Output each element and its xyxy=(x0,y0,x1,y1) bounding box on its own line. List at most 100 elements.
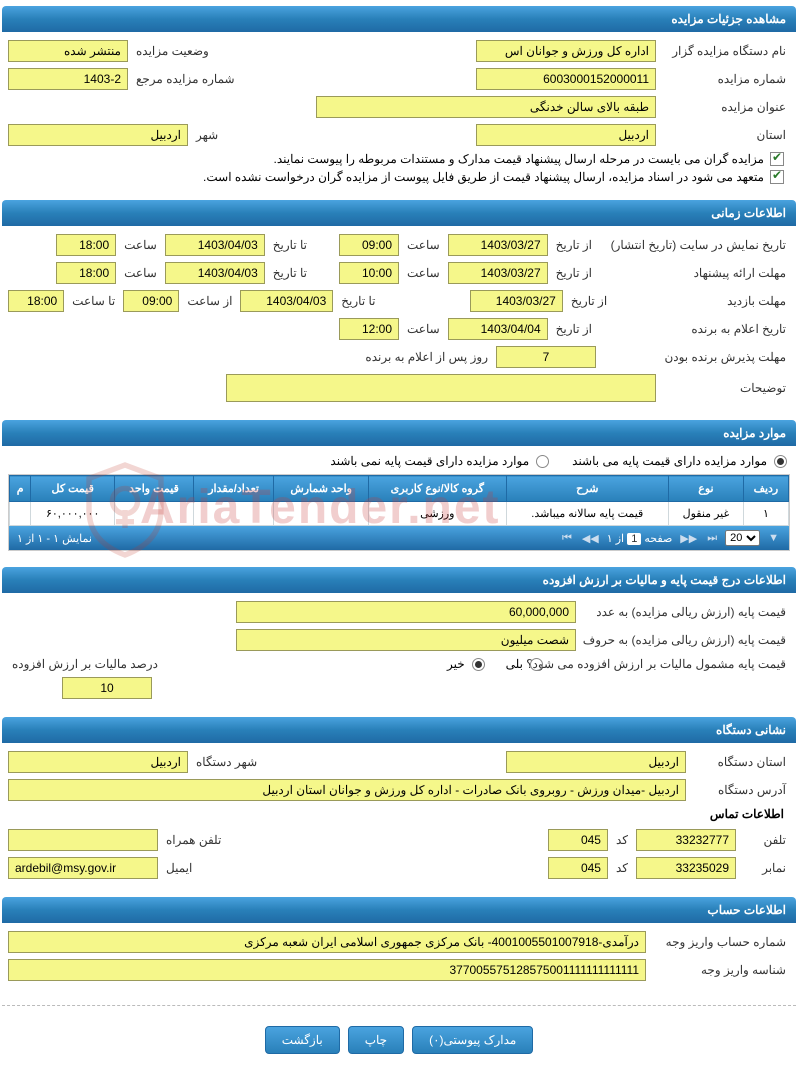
radio-has-base[interactable] xyxy=(774,455,787,468)
section-header-time: اطلاعات زمانی xyxy=(2,200,796,226)
radio-no-base-label: موارد مزایده دارای قیمت پایه نمی باشند xyxy=(330,454,529,468)
visit-to-date: 1403/04/03 xyxy=(240,290,333,312)
vat-pct-field: 10 xyxy=(62,677,152,699)
pager-pagesize-select[interactable]: 20 xyxy=(725,530,760,546)
org-city-field: اردبیل xyxy=(8,751,188,773)
org-province-field: اردبیل xyxy=(506,751,686,773)
grid-col-header: شرح xyxy=(506,476,669,502)
announce-date: 1403/04/04 xyxy=(448,318,548,340)
pager-page-input[interactable]: 1 xyxy=(627,533,641,545)
from-date-label: از تاریخ xyxy=(552,238,596,252)
org-address-field: اردبیل -میدان ورزش - روبروی بانک صادرات … xyxy=(8,779,686,801)
visit-to-time: 18:00 xyxy=(8,290,64,312)
grid-col-header: تعداد/مقدار xyxy=(193,476,273,502)
ref-field: 1403-2 xyxy=(8,68,128,90)
section-body-account: شماره حساب واریز وجه درآمدی-400100550100… xyxy=(2,923,796,995)
pager-last-icon[interactable]: ⏭ xyxy=(705,532,719,545)
from-date-label-2: از تاریخ xyxy=(552,266,596,280)
to-date-label-3: تا تاریخ xyxy=(337,294,379,308)
grid-col-header: قیمت کل xyxy=(31,476,115,502)
section-header-items: موارد مزایده xyxy=(2,420,796,446)
section-header-details: مشاهده جزئیات مزایده xyxy=(2,6,796,32)
section-body-price: قیمت پایه (ارزش ریالی مزایده) به عدد 60,… xyxy=(2,593,796,713)
phone-field: 33232777 xyxy=(636,829,736,851)
notes-field xyxy=(226,374,656,402)
items-grid-wrapper: ردیفنوعشرحگروه کالا/نوع کاربریواحد شمارش… xyxy=(8,474,790,551)
ref-label: شماره مزایده مرجع xyxy=(132,72,239,86)
fax-field: 33235029 xyxy=(636,857,736,879)
pager-dropdown-icon[interactable]: ▼ xyxy=(766,532,781,544)
table-cell: ۱ xyxy=(743,502,788,526)
publish-to-date: 1403/04/03 xyxy=(165,234,265,256)
pager-first-icon[interactable]: ⏮ xyxy=(560,532,574,545)
vat-pct-label: درصد مالیات بر ارزش افزوده xyxy=(8,657,162,671)
radio-vat-yes-label: بلی xyxy=(506,657,523,671)
status-field: منتشر شده xyxy=(8,40,128,62)
base-num-label: قیمت پایه (ارزش ریالی مزایده) به عدد xyxy=(580,605,790,619)
fax-label: نمابر xyxy=(740,861,790,875)
section-body-orgaddr: استان دستگاه اردبیل شهر دستگاه اردبیل آد… xyxy=(2,743,796,893)
table-cell: قیمت پایه سالانه میباشد. xyxy=(506,502,669,526)
city-field: اردبیل xyxy=(8,124,188,146)
publish-label: تاریخ نمایش در سایت (تاریخ انتشار) xyxy=(600,238,790,252)
to-date-label: تا تاریخ xyxy=(269,238,311,252)
accept-days: 7 xyxy=(496,346,596,368)
announce-time: 12:00 xyxy=(339,318,399,340)
publish-from-time: 09:00 xyxy=(339,234,399,256)
table-row[interactable]: ۱غیر منقولقیمت پایه سالانه میباشد.ورزشی۶… xyxy=(10,502,789,526)
offer-to-time: 18:00 xyxy=(56,262,116,284)
grid-col-header: گروه کالا/نوع کاربری xyxy=(369,476,506,502)
vat-q-label: قیمت پایه مشمول مالیات بر ارزش افزوده می… xyxy=(550,657,790,671)
button-bar: مدارک پیوستی(۰) چاپ بازگشت xyxy=(2,1016,796,1064)
grid-col-header: واحد شمارش xyxy=(274,476,369,502)
table-cell xyxy=(10,502,31,526)
phone-code-field: 045 xyxy=(548,829,608,851)
radio-no-base[interactable] xyxy=(536,455,549,468)
from-date-label-3: از تاریخ xyxy=(567,294,611,308)
org-field: اداره کل ورزش و جوانان اس xyxy=(476,40,656,62)
pager-next-icon[interactable]: ▶▶ xyxy=(678,532,699,545)
offer-from-date: 1403/03/27 xyxy=(448,262,548,284)
base-word-field: شصت میلیون xyxy=(236,629,576,651)
accept-label: مهلت پذیرش برنده بودن xyxy=(600,350,790,364)
announce-label: تاریخ اعلام به برنده xyxy=(600,322,790,336)
visit-from-date: 1403/03/27 xyxy=(470,290,563,312)
contact-title: اطلاعات تماس xyxy=(14,807,784,821)
email-label: ایمیل xyxy=(162,861,196,875)
visit-label: مهلت بازدید xyxy=(615,294,790,308)
back-button[interactable]: بازگشت xyxy=(265,1026,340,1054)
checkbox-commitment[interactable] xyxy=(770,170,784,184)
table-cell xyxy=(193,502,273,526)
pager-page-label: صفحه xyxy=(644,533,672,545)
org-city-label: شهر دستگاه xyxy=(192,755,261,769)
checkbox-attach-docs[interactable] xyxy=(770,152,784,166)
section-body-time: تاریخ نمایش در سایت (تاریخ انتشار) از تا… xyxy=(2,226,796,416)
base-num-field: 60,000,000 xyxy=(236,601,576,623)
subject-label: عنوان مزایده xyxy=(660,100,790,114)
accept-suffix: روز پس از اعلام به برنده xyxy=(361,350,492,364)
radio-vat-no[interactable] xyxy=(472,658,485,671)
publish-to-time: 18:00 xyxy=(56,234,116,256)
base-word-label: قیمت پایه (ارزش ریالی مزایده) به حروف xyxy=(580,633,790,647)
attachments-button[interactable]: مدارک پیوستی(۰) xyxy=(412,1026,533,1054)
section-header-price: اطلاعات درج قیمت پایه و مالیات بر ارزش ا… xyxy=(2,567,796,593)
number-label: شماره مزایده xyxy=(660,72,790,86)
org-label: نام دستگاه مزایده گزار xyxy=(660,44,790,58)
pager-of: از ۱ xyxy=(607,533,624,545)
province-field: اردبیل xyxy=(476,124,656,146)
time-label-4: ساعت xyxy=(120,266,161,280)
visit-from-time: 09:00 xyxy=(123,290,179,312)
offer-from-time: 10:00 xyxy=(339,262,399,284)
section-header-account: اطلاعات حساب xyxy=(2,897,796,923)
email-field: ardebil@msy.gov.ir xyxy=(8,857,158,879)
pager-prev-icon[interactable]: ◀◀ xyxy=(580,532,601,545)
grid-col-header: م xyxy=(10,476,31,502)
subject-field: طبقه بالای سالن خدنگی xyxy=(316,96,656,118)
table-cell: ۶۰,۰۰۰,۰۰۰ xyxy=(31,502,115,526)
table-cell xyxy=(274,502,369,526)
section-body-items: موارد مزایده دارای قیمت پایه می باشند مو… xyxy=(2,446,796,563)
print-button[interactable]: چاپ xyxy=(348,1026,404,1054)
acc-label: شماره حساب واریز وجه xyxy=(650,935,790,949)
grid-col-header: قیمت واحد xyxy=(115,476,194,502)
radio-vat-yes[interactable] xyxy=(530,658,543,671)
